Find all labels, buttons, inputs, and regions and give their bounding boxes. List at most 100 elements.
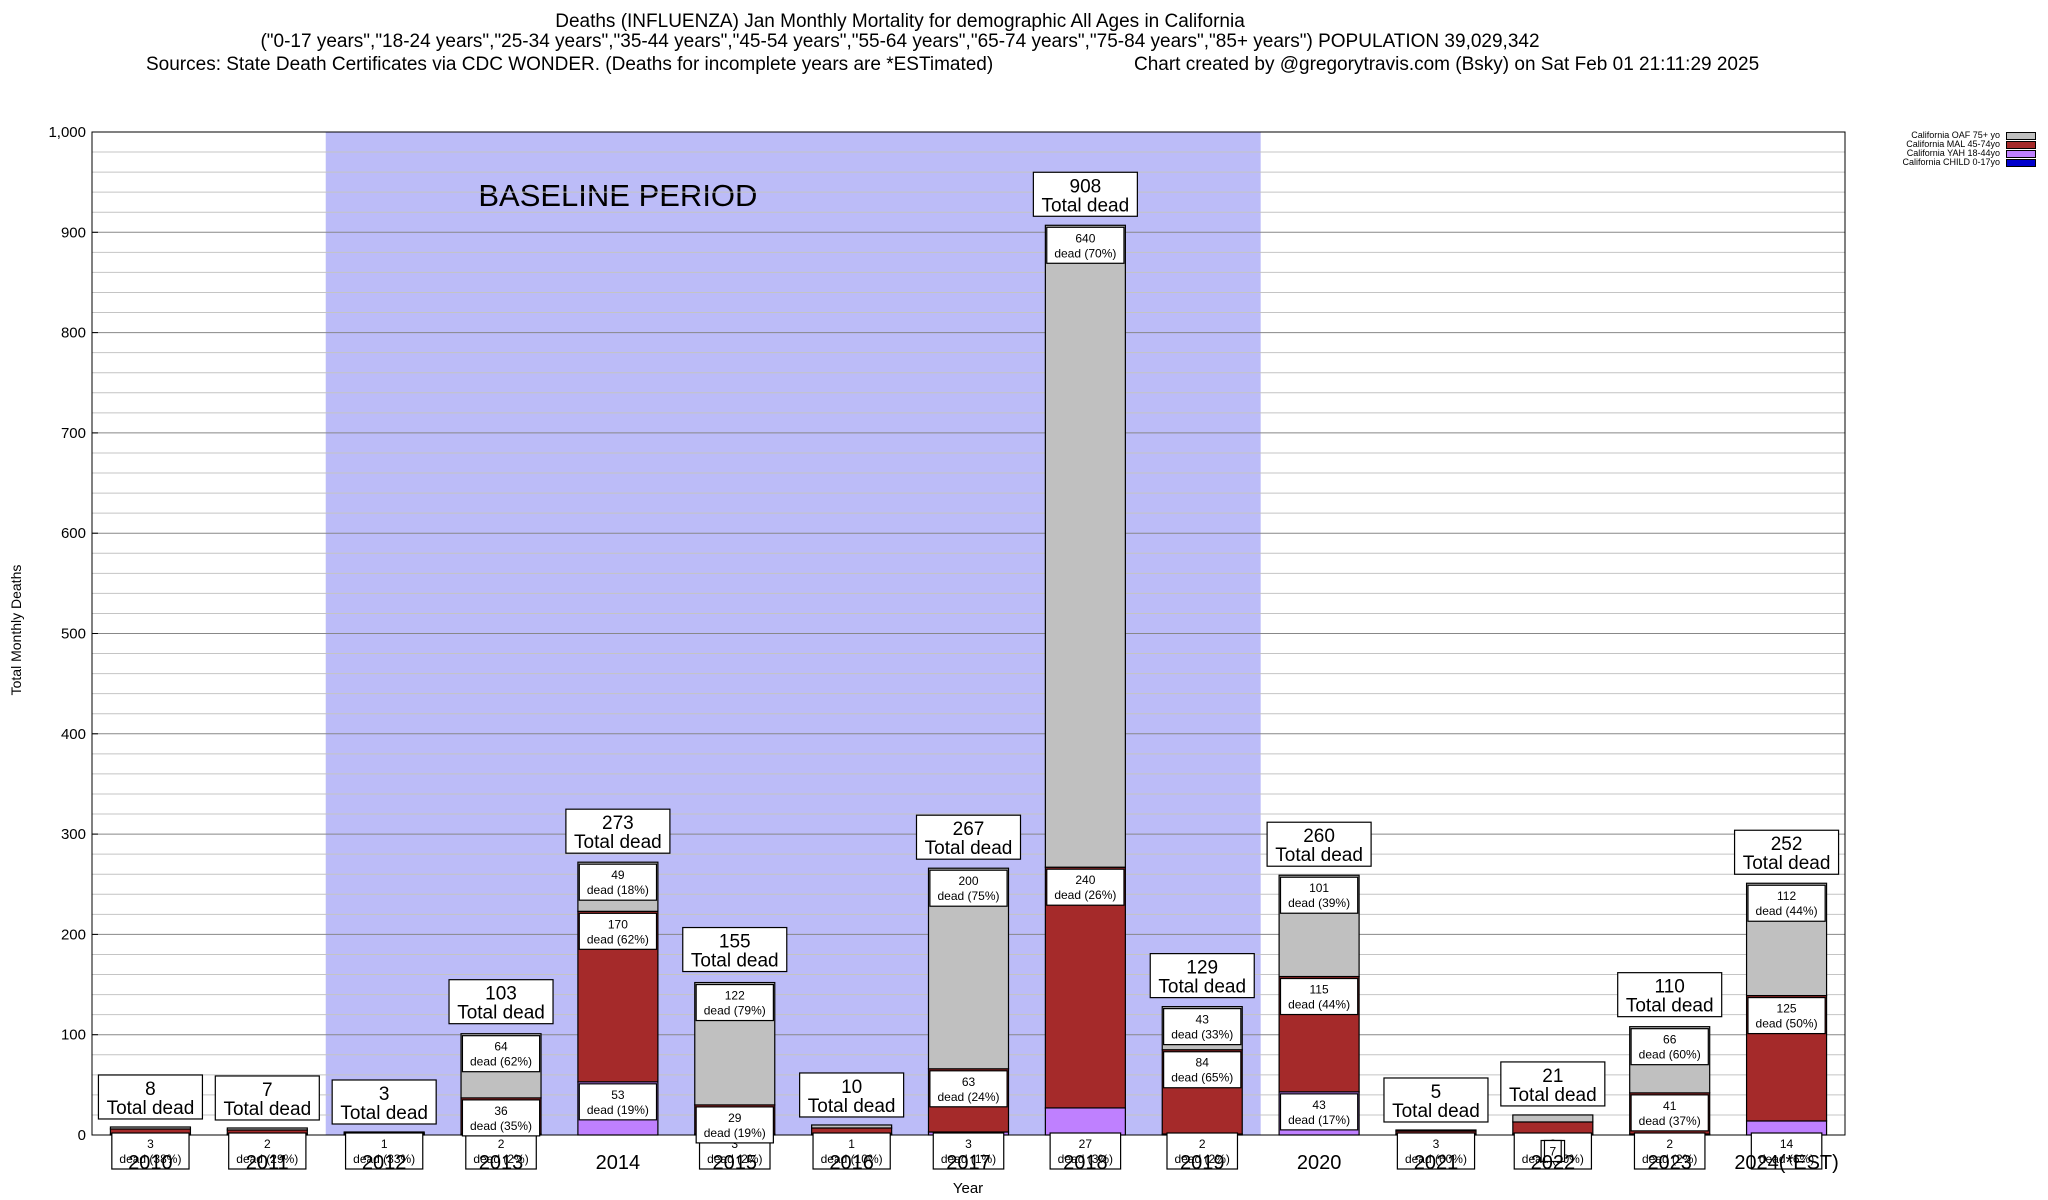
total-label-box — [448, 979, 554, 1025]
sources-note: Sources: State Death Certificates via CD… — [146, 54, 994, 75]
total-label-box — [1032, 171, 1138, 217]
total-value-label: 273 — [602, 813, 634, 834]
segment-data-label: 53 — [611, 1088, 625, 1102]
legend-label: California CHILD 0-17yo — [1902, 157, 2000, 167]
segment-data-label-box — [461, 1099, 541, 1137]
segment-data-label-box — [1049, 1132, 1122, 1170]
total-label-box — [214, 1075, 320, 1121]
segment-data-label: 63 — [962, 1075, 976, 1089]
chart-title-block: Deaths (INFLUENZA) Jan Monthly Mortality… — [0, 12, 1800, 52]
segment-data-label: 3 — [147, 1137, 154, 1151]
segment-data-label: 64 — [494, 1040, 508, 1054]
y-tick-label: 100 — [61, 1027, 86, 1044]
segment-data-label: dead (2%) — [707, 1152, 762, 1166]
total-label-box — [799, 1072, 905, 1118]
total-label-box — [1149, 953, 1255, 999]
total-suffix-label: Total dead — [1275, 845, 1363, 866]
bar-segment-california-yah-18-44yo — [1044, 1107, 1126, 1136]
x-tick-label: 2010 — [128, 1152, 173, 1174]
legend-swatch — [2006, 140, 2036, 149]
segment-data-label: 101 — [1309, 881, 1329, 895]
segment-data-label: 36 — [494, 1104, 508, 1118]
segment-data-label-box — [461, 1035, 541, 1073]
segment-data-label-box — [695, 983, 774, 1022]
segment-data-label-box — [1750, 1132, 1823, 1170]
x-tick-label: 2011 — [246, 1152, 289, 1174]
segment-data-label: dead (18%) — [587, 883, 649, 897]
segment-data-label-box — [695, 1106, 774, 1144]
segment-data-label-box — [578, 912, 658, 950]
segment-data-label: 1 — [381, 1137, 388, 1151]
segment-data-label: 112 — [1777, 889, 1796, 903]
x-tick-label: 2021 — [1414, 1152, 1459, 1174]
segment-data-label: dead (2%) — [473, 1152, 528, 1166]
legend-item: California YAH 18-44yo — [1866, 149, 2036, 158]
segment-data-label: dead (29%) — [236, 1152, 298, 1166]
segment-data-label-box — [578, 1083, 658, 1121]
bar-segment-california-oaf-75-yo — [1395, 1129, 1477, 1132]
segment-data-label: 3 — [731, 1137, 738, 1151]
segment-data-label-box — [812, 1132, 891, 1170]
segment-data-label: dead (65%) — [1171, 1071, 1233, 1085]
segment-data-label-box — [344, 1132, 424, 1170]
total-suffix-label: Total dead — [340, 1103, 428, 1124]
segment-data-label: dead (37%) — [1639, 1114, 1701, 1128]
bar-segment-california-oaf-75-yo — [811, 1124, 893, 1129]
y-tick-label: 0 — [78, 1127, 86, 1144]
segment-data-label: dead (62%) — [470, 1055, 532, 1069]
segment-data-label: 122 — [725, 989, 745, 1003]
total-value-label: 110 — [1655, 977, 1685, 998]
x-tick-label: 2013 — [479, 1152, 524, 1174]
segment-data-label-box — [929, 869, 1008, 907]
legend-swatch — [2006, 158, 2036, 167]
segment-data-label: dead (33%) — [353, 1152, 415, 1166]
segment-data-label-box — [578, 863, 658, 901]
segment-data-label: 43 — [1312, 1098, 1326, 1112]
total-value-label: 7 — [262, 1080, 273, 1101]
segment-data-label: 3 — [965, 1137, 972, 1151]
x-axis-label: Year — [952, 1180, 984, 1197]
segment-data-label-box — [1279, 876, 1359, 914]
segment-data-label: dead (3%) — [1058, 1152, 1113, 1166]
bar-segment-california-oaf-75-yo — [109, 1126, 192, 1130]
segment-data-label-box — [228, 1132, 307, 1170]
total-value-label: 267 — [953, 819, 985, 840]
x-tick-label: 2012 — [362, 1152, 407, 1174]
total-value-label: 103 — [485, 984, 517, 1005]
segment-data-label: 84 — [1196, 1056, 1210, 1070]
segment-data-label-box — [1633, 1132, 1706, 1170]
x-tick-label: 2018 — [1063, 1152, 1108, 1174]
total-value-label: 155 — [719, 932, 751, 953]
total-suffix-label: Total dead — [691, 951, 779, 972]
legend-item: California CHILD 0-17yo — [1866, 158, 2036, 167]
segment-data-label: 2 — [498, 1137, 505, 1151]
segment-data-label: dead (79%) — [704, 1004, 766, 1018]
segment-data-label-box — [111, 1132, 190, 1170]
segment-data-label: dead (35%) — [470, 1119, 532, 1133]
segment-data-label: 2 — [1199, 1137, 1206, 1151]
legend-swatch — [2006, 131, 2036, 140]
total-label-box — [97, 1074, 204, 1120]
segment-data-label: dead (33%) — [1171, 1028, 1233, 1042]
legend-swatch — [2006, 149, 2036, 158]
total-label-box — [1383, 1077, 1489, 1123]
total-label-box — [331, 1079, 437, 1125]
segment-data-label-box — [1630, 1028, 1709, 1066]
total-value-label: 5 — [1431, 1082, 1442, 1103]
x-tick-label: 2024(*EST) — [1734, 1152, 1839, 1174]
total-suffix-label: Total dead — [808, 1096, 896, 1117]
segment-data-label-box — [465, 1132, 537, 1170]
segment-data-label: dead (50%) — [1756, 1017, 1818, 1031]
segment-data-label: 240 — [1075, 873, 1095, 887]
baseline-period-label: BASELINE PERIOD — [478, 178, 757, 213]
x-tick-label: 2014 — [596, 1152, 641, 1174]
bar-segment-california-oaf-75-yo — [1044, 224, 1126, 868]
segment-data-label-box — [1747, 996, 1826, 1035]
y-tick-label: 500 — [61, 626, 86, 643]
segment-data-label: 43 — [1196, 1013, 1210, 1027]
total-label-box — [1617, 972, 1723, 1018]
segment-data-label: 170 — [608, 917, 628, 931]
y-tick-label: 700 — [61, 425, 86, 442]
x-tick-label: 2023 — [1647, 1152, 1692, 1174]
